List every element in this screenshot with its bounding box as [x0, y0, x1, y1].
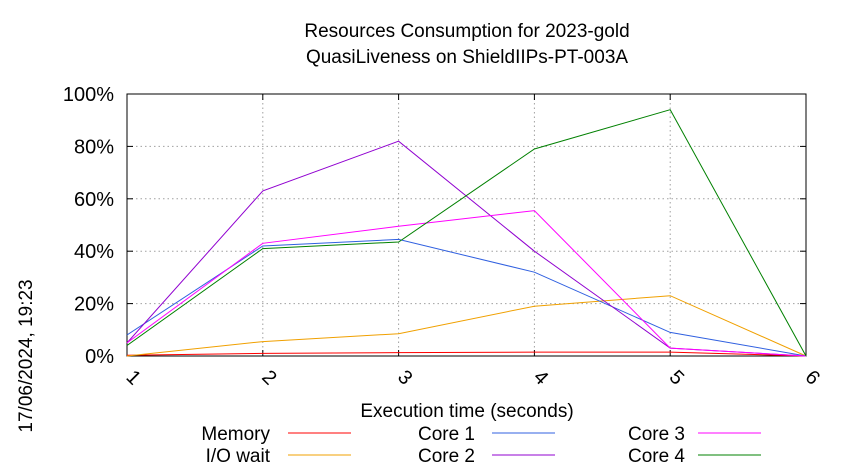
x-tick-label: 3	[393, 366, 416, 389]
y-tick-label: 40%	[74, 241, 114, 263]
x-tick-label: 5	[665, 366, 688, 389]
y-tick-label: 20%	[74, 294, 114, 316]
series-line-core-1	[126, 238, 807, 357]
x-tick-label: 2	[257, 366, 280, 389]
y-tick-label: 80%	[74, 136, 114, 158]
series-line-core-4	[126, 109, 807, 357]
grid	[127, 94, 806, 356]
x-tick-label: 4	[529, 366, 552, 389]
series-line-i-o-wait	[126, 295, 807, 357]
series-line-core-2	[126, 140, 807, 357]
series-line-core-3	[126, 210, 807, 357]
legend-label-core-3: Core 3	[628, 424, 685, 445]
x-axis-label: Execution time (seconds)	[360, 401, 573, 422]
legend-label-memory: Memory	[201, 424, 270, 445]
y-tick-label: 100%	[63, 84, 114, 106]
series-line-memory	[126, 351, 807, 357]
legend-label-i-o-wait: I/O wait	[206, 446, 271, 467]
plot-frame	[126, 93, 807, 357]
x-tick-label: 1	[122, 366, 145, 389]
legend-label-core-4: Core 4	[628, 446, 685, 467]
chart-title-line2: QuasiLiveness on ShieldIIPs-PT-003A	[306, 47, 628, 68]
x-tick-label: 6	[801, 366, 824, 389]
axis-ticks: 0% 20% 40% 60% 80% 100% 1 2 3 4 5 6	[63, 84, 824, 389]
series-lines	[126, 109, 807, 357]
y-tick-label: 0%	[85, 346, 114, 368]
timestamp-label: 17/06/2024, 19:23	[16, 279, 37, 432]
y-tick-label: 60%	[74, 189, 114, 211]
legend-label-core-2: Core 2	[418, 446, 475, 467]
legend-label-core-1: Core 1	[418, 424, 475, 445]
chart-title-line1: Resources Consumption for 2023-gold	[304, 21, 629, 42]
